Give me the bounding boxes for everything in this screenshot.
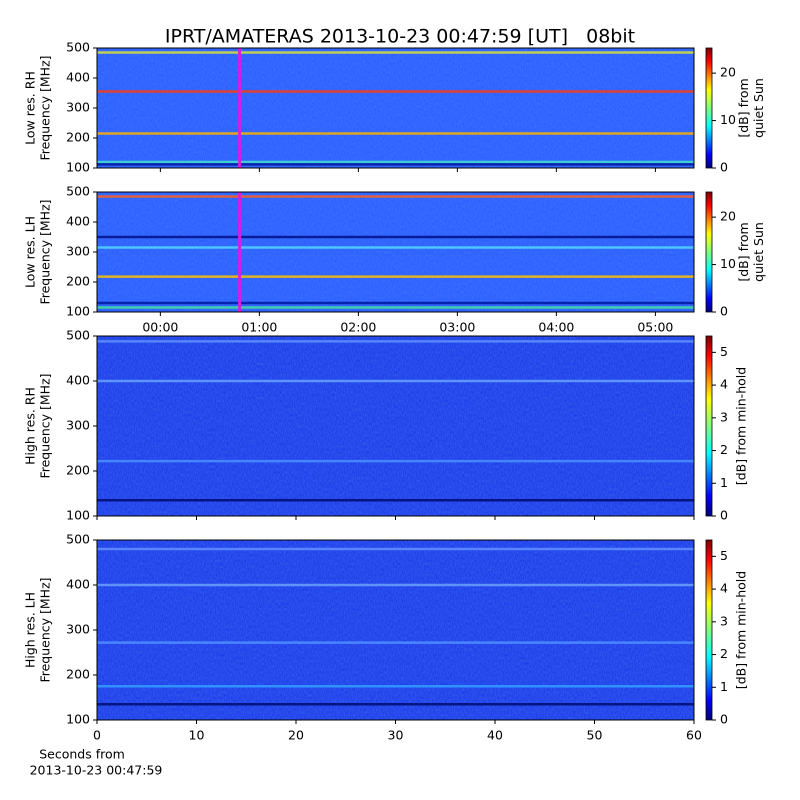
- colorbar-tick-label: 5: [720, 344, 728, 359]
- x-axis-label: 2013-10-23 00:47:59: [30, 763, 163, 778]
- y-tick-label: 300: [66, 100, 90, 115]
- colorbar-label: [dB] from: [736, 78, 751, 137]
- y-axis-label: High res. LH: [23, 592, 38, 668]
- x-tick-label: 0: [93, 728, 101, 743]
- colorbar-label: [dB] from min-hold: [734, 571, 749, 689]
- colorbar-tick-label: 3: [720, 613, 728, 628]
- colorbar-tick-label: 10: [720, 256, 736, 271]
- y-tick-label: 200: [66, 667, 90, 682]
- colorbar: [705, 539, 713, 721]
- colorbar: [705, 335, 713, 517]
- y-tick-label: 300: [66, 418, 90, 433]
- y-tick-label: 500: [66, 532, 90, 547]
- colorbar-tick-label: 0: [720, 712, 728, 727]
- colorbar-tick-label: 0: [720, 304, 728, 319]
- y-tick-label: 200: [66, 274, 90, 289]
- colorbar-tick-label: 2: [720, 442, 728, 457]
- y-axis-label: Frequency [MHz]: [38, 199, 53, 304]
- colorbar: [705, 191, 713, 313]
- x-tick-label: 40: [487, 728, 503, 743]
- chart-title: IPRT/AMATERAS 2013-10-23 00:47:59 [UT] 0…: [165, 26, 635, 48]
- y-tick-label: 400: [66, 70, 90, 85]
- y-tick-label: 300: [66, 244, 90, 259]
- colorbar-tick-label: 20: [720, 65, 736, 80]
- y-tick-label: 300: [66, 622, 90, 637]
- colorbar-tick-label: 5: [720, 548, 728, 563]
- colorbar-tick-label: 2: [720, 646, 728, 661]
- x-tick-label: 50: [587, 728, 603, 743]
- y-tick-label: 200: [66, 463, 90, 478]
- y-tick-label: 500: [66, 184, 90, 199]
- colorbar-tick-label: 4: [720, 581, 728, 596]
- y-tick-label: 100: [66, 160, 90, 175]
- x-tick-label: 00:00: [142, 320, 178, 335]
- x-tick-label: 02:00: [340, 320, 376, 335]
- colorbar-tick-label: 10: [720, 112, 736, 127]
- y-tick-label: 100: [66, 508, 90, 523]
- y-axis-label: Low res. RH: [23, 71, 38, 145]
- colorbar-tick-label: 1: [720, 679, 728, 694]
- spectrogram-texture: [97, 192, 694, 312]
- y-tick-label: 100: [66, 304, 90, 319]
- colorbar-tick-label: 20: [720, 209, 736, 224]
- y-axis-label: High res. RH: [23, 387, 38, 465]
- x-tick-label: 03:00: [439, 320, 475, 335]
- spectrogram-texture: [97, 336, 694, 516]
- colorbar-tick-label: 1: [720, 475, 728, 490]
- colorbar-tick-label: 0: [720, 160, 728, 175]
- spectrogram-texture: [97, 48, 694, 168]
- colorbar-tick-label: 4: [720, 377, 728, 392]
- spectrogram-texture: [97, 540, 694, 720]
- y-tick-label: 500: [66, 328, 90, 343]
- x-tick-label: 10: [189, 728, 205, 743]
- y-axis-label: Low res. LH: [23, 216, 38, 288]
- y-tick-label: 400: [66, 373, 90, 388]
- x-tick-label: 60: [686, 728, 702, 743]
- x-tick-label: 01:00: [241, 320, 277, 335]
- colorbar: [705, 47, 713, 169]
- colorbar-tick-label: 3: [720, 409, 728, 424]
- colorbar-label: quiet Sun: [751, 222, 766, 282]
- colorbar-label: quiet Sun: [751, 78, 766, 138]
- y-tick-label: 100: [66, 712, 90, 727]
- x-tick-label: 04:00: [538, 320, 574, 335]
- x-tick-label: 20: [288, 728, 304, 743]
- colorbar-tick-label: 0: [720, 508, 728, 523]
- x-axis-label: Seconds from: [39, 747, 125, 762]
- colorbar-label: [dB] from min-hold: [734, 367, 749, 485]
- y-tick-label: 400: [66, 577, 90, 592]
- y-axis-label: Frequency [MHz]: [38, 55, 53, 160]
- y-tick-label: 500: [66, 40, 90, 55]
- y-axis-label: Frequency [MHz]: [38, 373, 53, 478]
- x-tick-label: 05:00: [637, 320, 673, 335]
- y-tick-label: 400: [66, 214, 90, 229]
- x-tick-label: 30: [388, 728, 404, 743]
- y-tick-label: 200: [66, 130, 90, 145]
- colorbar-label: [dB] from: [736, 222, 751, 281]
- y-axis-label: Frequency [MHz]: [38, 577, 53, 682]
